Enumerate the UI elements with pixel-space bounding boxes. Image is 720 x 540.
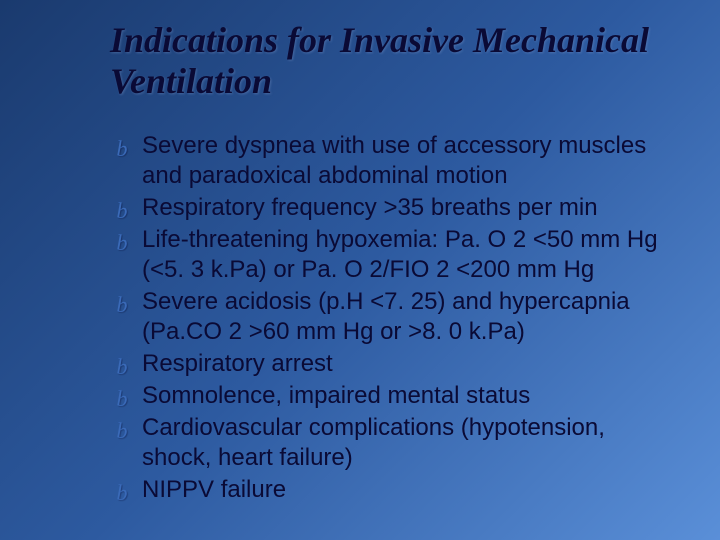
slide-title: Indications for Invasive Mechanical Vent… [110,20,670,103]
list-item: b Life-threatening hypoxemia: Pa. O 2 <5… [110,225,670,285]
bullet-text: Severe dyspnea with use of accessory mus… [142,132,646,189]
bullet-icon: b [110,479,134,507]
bullet-list: b Severe dyspnea with use of accessory m… [110,131,670,505]
bullet-text: Respiratory arrest [142,350,333,377]
bullet-icon: b [110,353,134,381]
bullet-icon: b [110,135,134,163]
bullet-icon: b [110,417,134,445]
bullet-icon: b [110,291,134,319]
bullet-text: Life-threatening hypoxemia: Pa. O 2 <50 … [142,226,658,283]
list-item: b Severe acidosis (p.H <7. 25) and hyper… [110,287,670,347]
list-item: b Respiratory arrest [110,349,670,379]
bullet-text: Severe acidosis (p.H <7. 25) and hyperca… [142,288,630,345]
list-item: b Cardiovascular complications (hypotens… [110,413,670,473]
bullet-icon: b [110,229,134,257]
list-item: b Somnolence, impaired mental status [110,381,670,411]
bullet-text: Respiratory frequency >35 breaths per mi… [142,194,598,221]
bullet-text: Somnolence, impaired mental status [142,382,530,409]
bullet-icon: b [110,197,134,225]
list-item: b Severe dyspnea with use of accessory m… [110,131,670,191]
bullet-icon: b [110,385,134,413]
list-item: b NIPPV failure [110,475,670,505]
bullet-text: Cardiovascular complications (hypotensio… [142,414,605,471]
bullet-text: NIPPV failure [142,476,286,503]
list-item: b Respiratory frequency >35 breaths per … [110,193,670,223]
slide-container: Indications for Invasive Mechanical Vent… [0,0,720,540]
